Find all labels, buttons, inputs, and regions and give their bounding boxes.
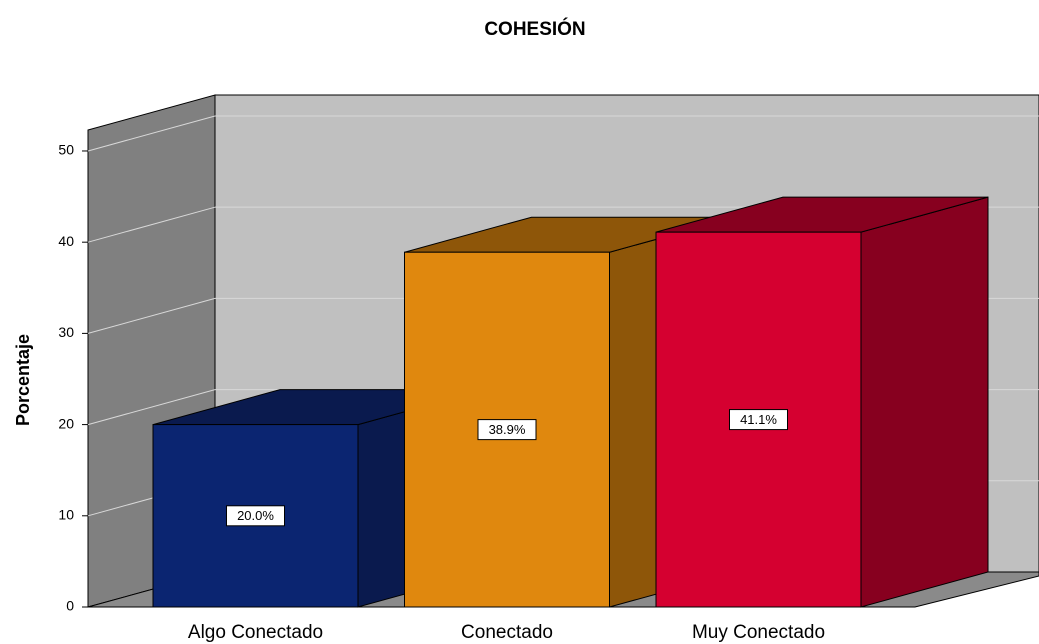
x-tick-label: Conectado bbox=[461, 622, 553, 643]
value-label-box bbox=[729, 409, 788, 431]
y-tick-label: 10 bbox=[58, 506, 74, 522]
grid-line bbox=[87, 297, 216, 334]
value-label: 20.0% bbox=[237, 508, 274, 523]
y-axis-label: Porcentaje bbox=[13, 334, 33, 426]
y-tick-label: 40 bbox=[58, 233, 74, 249]
x-tick-label: Algo Conectado bbox=[188, 622, 323, 643]
value-label-box bbox=[477, 419, 537, 441]
y-tick-label: 30 bbox=[58, 324, 74, 340]
y-tick-label: 0 bbox=[66, 598, 74, 614]
x-tick-label: Muy Conectado bbox=[692, 622, 825, 643]
bar-side bbox=[860, 196, 989, 608]
chart-title: COHESIÓN bbox=[484, 18, 585, 40]
value-label: 38.9% bbox=[489, 422, 526, 437]
y-tick-label: 50 bbox=[58, 142, 74, 158]
value-label-box bbox=[226, 505, 285, 527]
grid-line bbox=[87, 389, 216, 426]
y-tick-label: 20 bbox=[58, 415, 74, 431]
grid-line bbox=[87, 115, 216, 152]
value-label: 41.1% bbox=[740, 412, 777, 427]
grid-line bbox=[87, 206, 216, 243]
